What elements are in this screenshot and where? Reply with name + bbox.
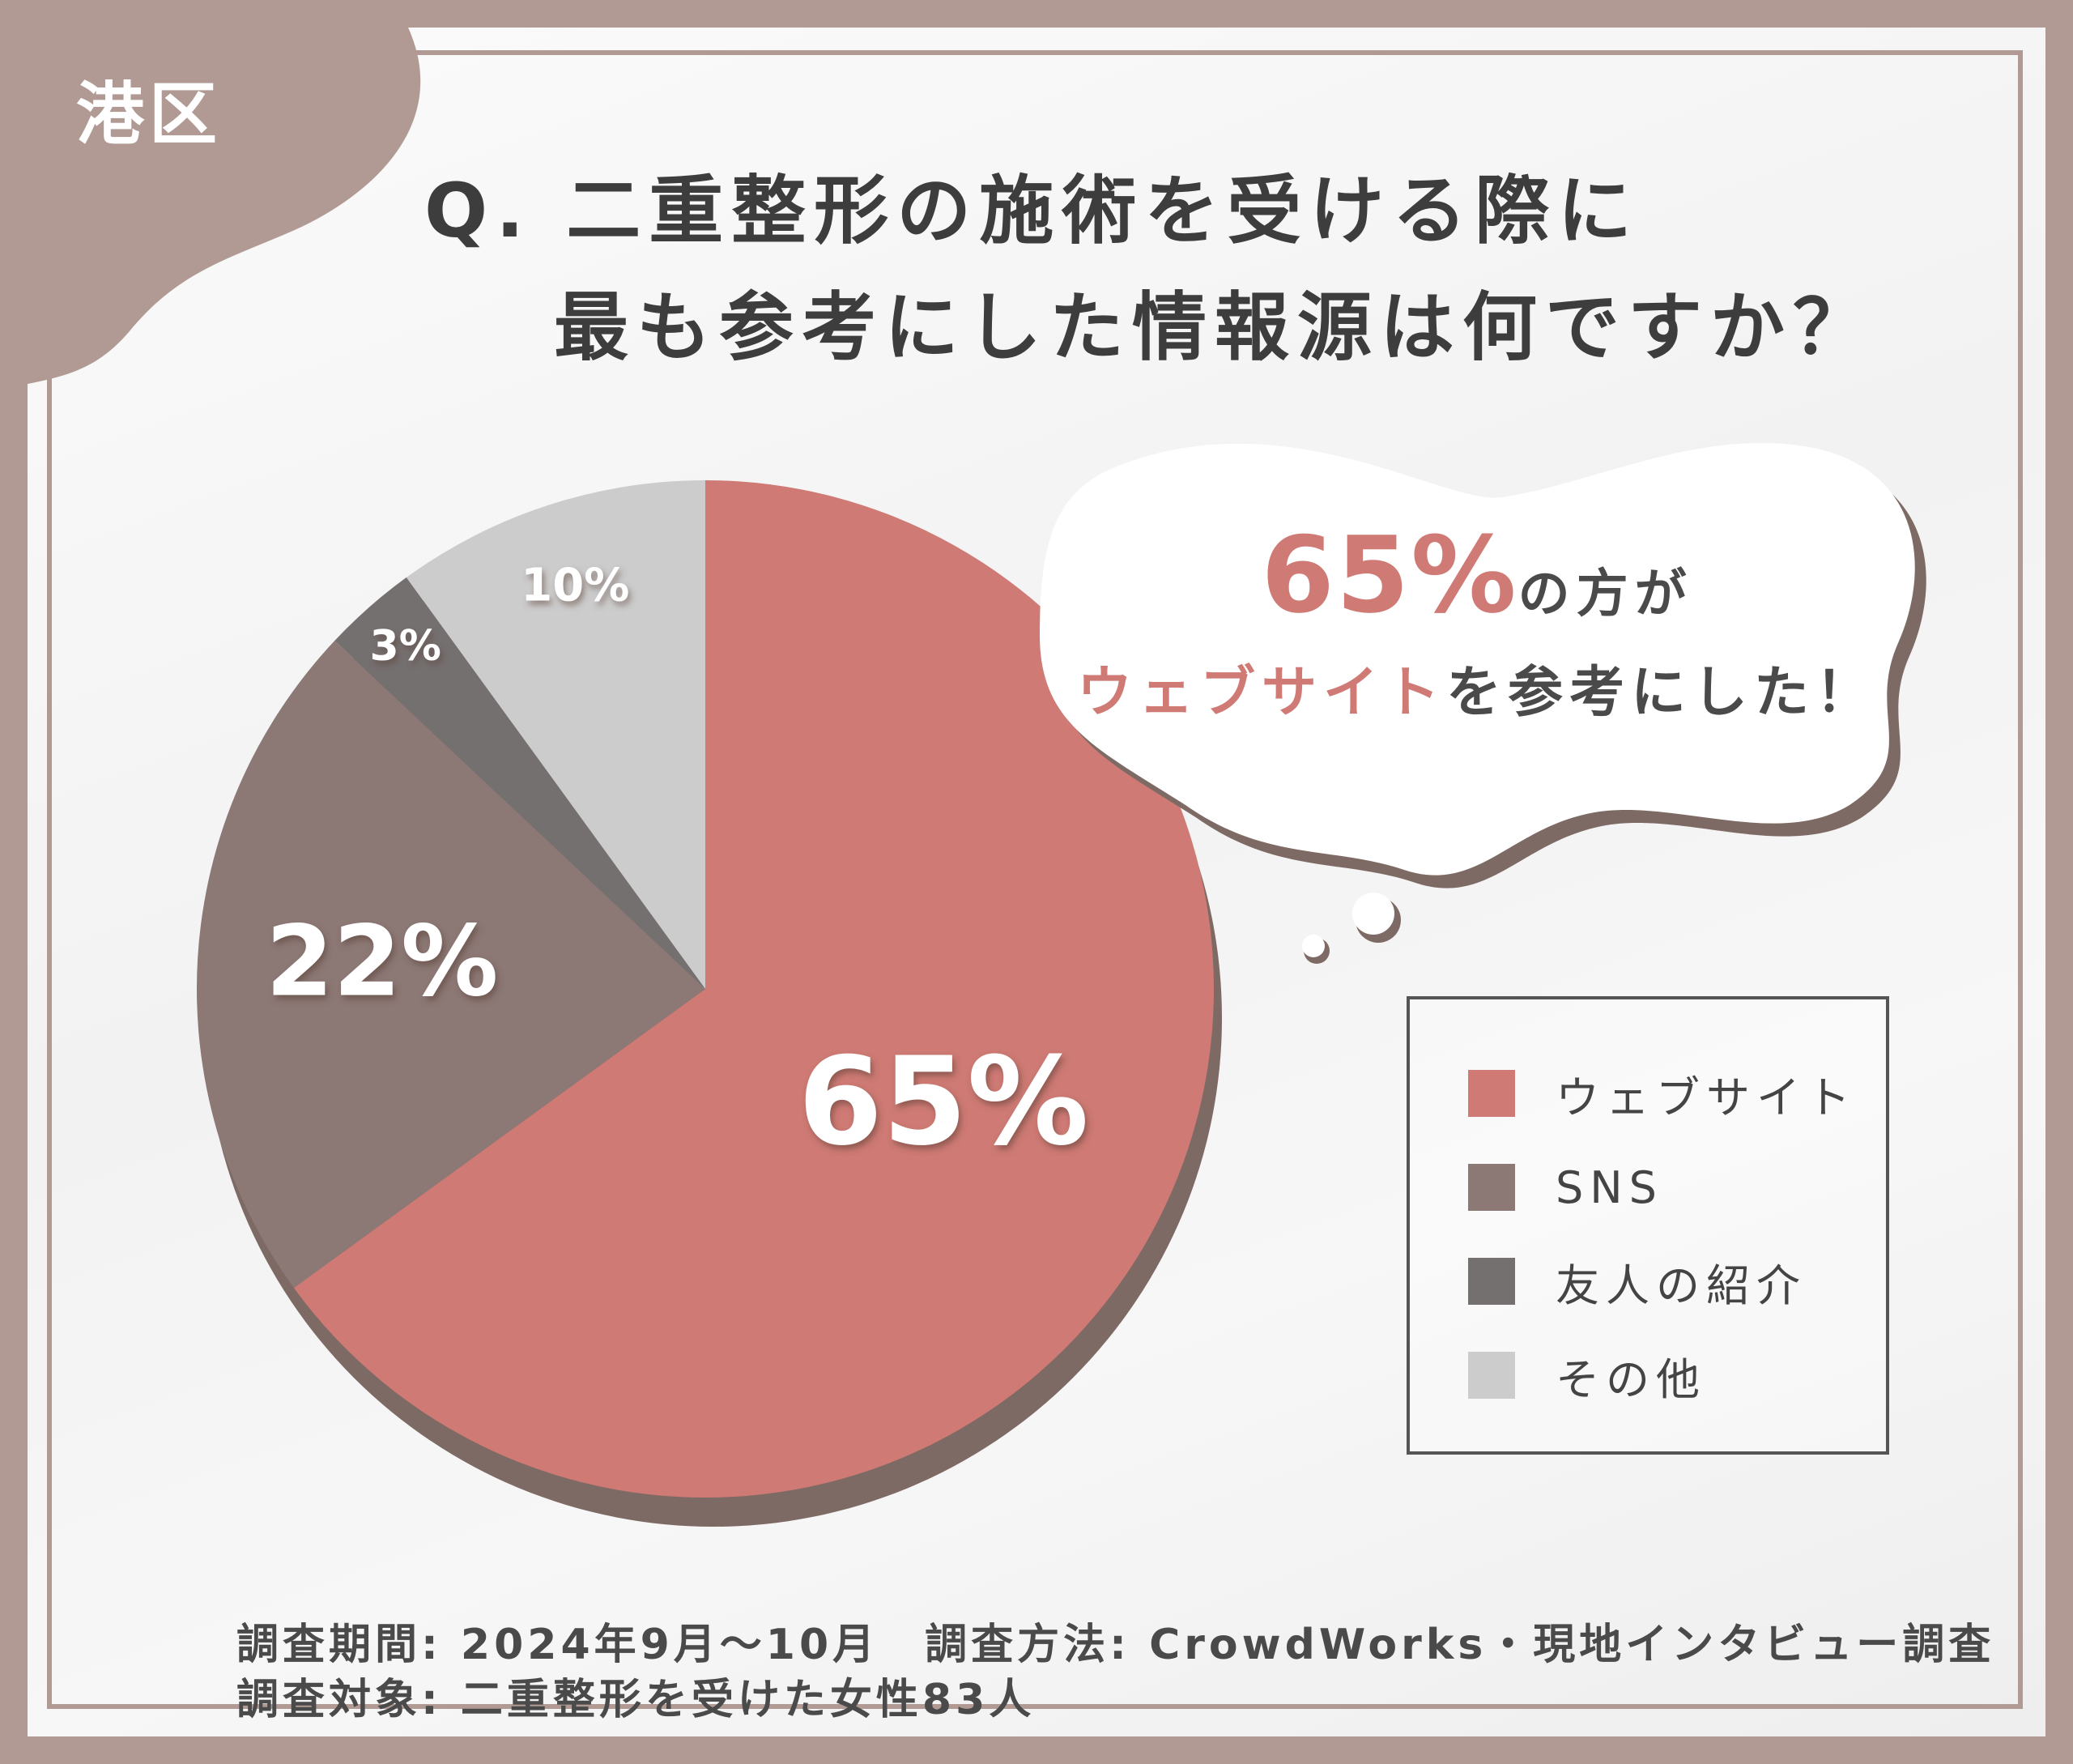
question-line-1: Q. 二重整形の施術を受ける際に xyxy=(424,168,1641,254)
legend-label: SNS xyxy=(1556,1161,1663,1213)
legend-item-4: その他 xyxy=(1468,1351,1706,1405)
legend-swatch xyxy=(1468,1070,1515,1117)
pie-slice-1 xyxy=(293,480,1215,1498)
survey-info-line-2: 調査対象: 二重整形を受けた女性83人 xyxy=(236,1676,1036,1724)
region-label: 港区 xyxy=(75,75,222,154)
pie-slice-label-1: 65% xyxy=(798,1032,1089,1173)
callout-line-1: 65%の方が xyxy=(1024,513,1930,637)
callout-line-1-rest: の方が xyxy=(1518,565,1693,624)
callout-percent: 65% xyxy=(1261,513,1518,637)
pie-slice-2 xyxy=(196,641,705,1289)
callout-cloud xyxy=(1040,442,1926,964)
inner-frame xyxy=(47,50,2023,1709)
pie-chart: 65% 22% 3% 10% xyxy=(196,480,1222,1527)
pie-slice-4 xyxy=(406,480,705,989)
callout-bubble: 65%の方が ウェブサイトを参考にした！ xyxy=(1024,408,1930,975)
legend-swatch xyxy=(1468,1352,1515,1399)
pie-slice-label-2: 22% xyxy=(266,906,498,1019)
legend-label: 友人の紹介 xyxy=(1556,1259,1807,1311)
callout-line-2-rest: を参考にした！ xyxy=(1446,661,1878,725)
question-line-2: 最も参考にした情報源は何ですか？ xyxy=(554,284,1876,371)
pie-slice-label-4: 10% xyxy=(521,560,629,612)
legend-item-2: SNS xyxy=(1468,1161,1663,1213)
legend-item-3: 友人の紹介 xyxy=(1468,1257,1807,1311)
legend-label: その他 xyxy=(1556,1353,1706,1405)
legend-swatch xyxy=(1468,1258,1515,1305)
card: 港区 Q. 二重整形の施術を受ける際に 最も参考にした情報源は何ですか？ 65%… xyxy=(28,28,2045,1736)
corner-tab xyxy=(28,28,421,384)
legend-label: ウェブサイト xyxy=(1556,1072,1857,1123)
legend: ウェブサイト SNS 友人の紹介その他 xyxy=(1407,996,1889,1455)
callout-highlight: ウェブサイト xyxy=(1076,661,1446,725)
pie-slice-3 xyxy=(334,577,705,989)
pie-slice-label-3: 3% xyxy=(370,622,441,671)
callout-line-2: ウェブサイトを参考にした！ xyxy=(1024,647,1930,727)
survey-info-line-1: 調査期間: 2024年9月～10月 調査方法: CrowdWorks・現地インタ… xyxy=(236,1621,1995,1669)
legend-swatch xyxy=(1468,1164,1515,1211)
legend-item-1: ウェブサイト xyxy=(1468,1069,1857,1123)
